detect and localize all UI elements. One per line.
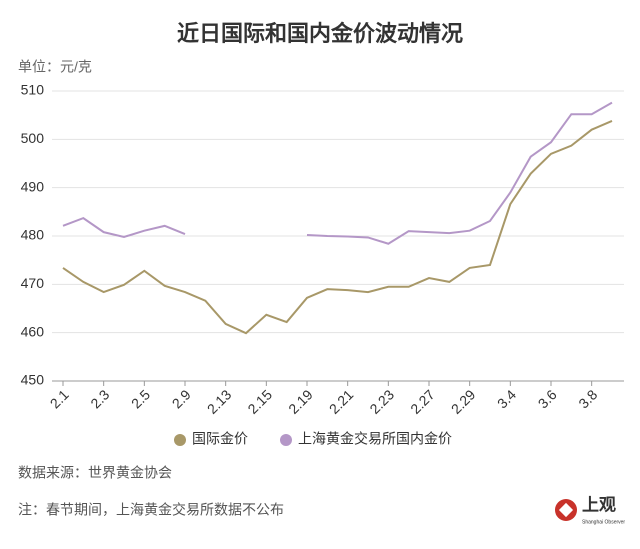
legend-label: 上海黄金交易所国内金价 — [298, 431, 452, 447]
x-tick-label: 2.3 — [87, 386, 112, 411]
x-tick-label: 3.6 — [535, 386, 560, 411]
x-tick-label: 2.1 — [47, 386, 72, 411]
line — [62, 120, 613, 335]
x-tick-label: 2.9 — [169, 386, 194, 411]
y-tick-label: 470 — [21, 275, 45, 291]
line — [306, 101, 613, 245]
legend-label: 国际金价 — [192, 431, 248, 447]
unit-label: 单位：元/克 — [18, 59, 92, 75]
x-tick-label: 2.21 — [326, 386, 357, 417]
y-tick-label: 480 — [21, 227, 45, 243]
y-tick-label: 500 — [21, 130, 45, 146]
chart-title: 近日国际和国内金价波动情况 — [177, 21, 463, 46]
x-tick-label: 3.8 — [575, 386, 600, 411]
y-tick-label: 490 — [21, 178, 45, 194]
x-tick-label: 2.13 — [204, 386, 235, 417]
logo-text: 上观 — [582, 495, 616, 514]
x-tick-label: 2.5 — [128, 386, 153, 411]
y-tick-label: 450 — [21, 372, 45, 388]
x-tick-label: 2.19 — [285, 386, 316, 417]
x-tick-label: 2.29 — [448, 386, 479, 417]
logo-subtext: Shanghai Observer — [582, 519, 625, 525]
x-tick-label: 2.27 — [407, 386, 438, 417]
logo: 上观 Shanghai Observer — [555, 495, 625, 525]
note: 注：春节期间，上海黄金交易所数据不公布 — [18, 502, 284, 518]
legend-marker — [280, 434, 292, 446]
logo-icon-inner — [558, 502, 574, 518]
y-tick-label: 460 — [21, 323, 45, 339]
source: 数据来源：世界黄金协会 — [18, 465, 172, 481]
y-tick-label: 510 — [21, 82, 45, 98]
x-tick-label: 2.23 — [366, 386, 397, 417]
legend-marker — [174, 434, 186, 446]
x-tick-label: 2.15 — [244, 386, 275, 417]
line — [62, 216, 186, 239]
x-tick-label: 3.4 — [494, 386, 519, 411]
